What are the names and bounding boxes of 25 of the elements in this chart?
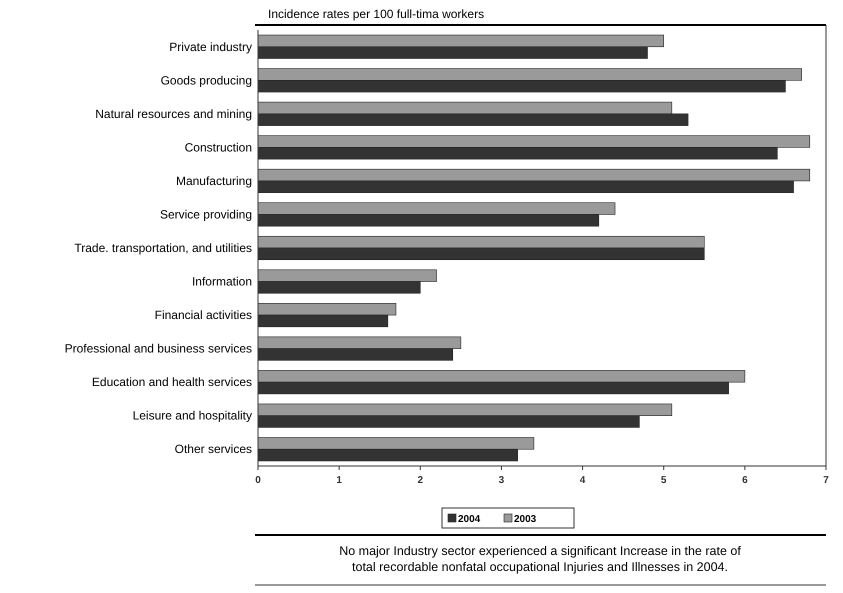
chart-title: Incidence rates per 100 full-tima workers	[268, 7, 484, 21]
y-tick-label: Leisure and hospitality	[132, 408, 252, 423]
y-tick-label: Other services	[174, 442, 252, 456]
y-tick-label: Construction	[184, 140, 252, 154]
y-tick-label: Information	[192, 274, 252, 289]
text: No major Industry sector experienced a significant Increase in the rate of total recordable nonfatal occupational Injuries and Illnesses in 2004.	[339, 544, 742, 574]
y-tick-label: Education and health services	[92, 375, 252, 390]
y-tick-label: Natural resources and mining	[95, 106, 252, 121]
y-tick-label: Goods producing	[160, 73, 252, 88]
y-tick-label: Professional and business services	[64, 342, 252, 356]
y-tick-label: Private industry	[169, 40, 252, 54]
y-tick-label: Financial activities	[154, 308, 252, 322]
legend-label: 2004	[458, 514, 481, 525]
x-tick-label: 7	[823, 475, 830, 486]
y-tick-label: Manufacturing	[176, 174, 252, 188]
x-tick-label: 0	[255, 475, 262, 486]
y-tick-label: Trade. transportation, and utilities	[74, 241, 252, 255]
x-tick-label: 6	[742, 475, 748, 486]
x-tick-label: 5	[660, 475, 667, 486]
legend-label: 2003	[514, 514, 537, 525]
x-tick-label: 4	[580, 475, 586, 486]
y-tick-label: Service providing	[160, 207, 252, 222]
x-tick-label: 2	[418, 475, 424, 486]
x-tick-label: 1	[336, 475, 342, 486]
x-tick-label: 3	[498, 475, 505, 486]
